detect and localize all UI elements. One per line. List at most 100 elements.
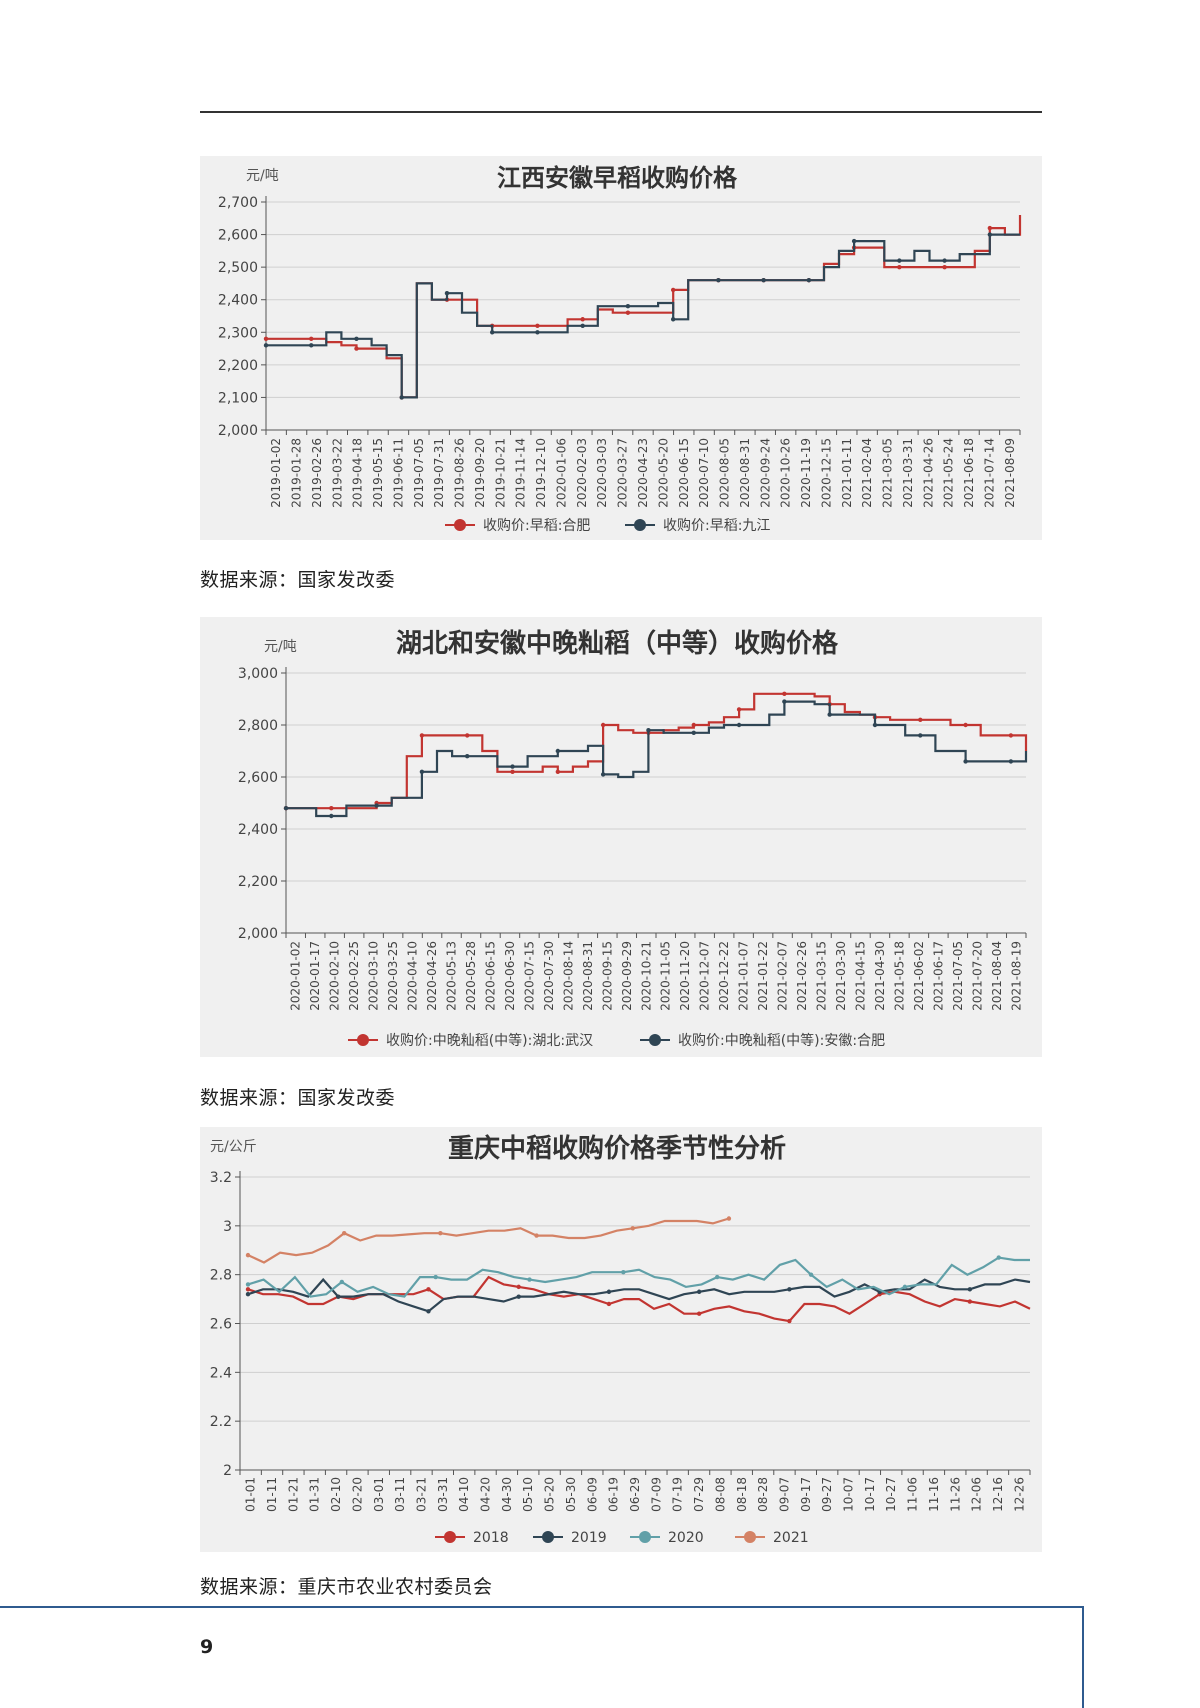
x-tick-label: 10-17 (863, 1477, 877, 1512)
header-rule (200, 111, 1042, 113)
data-point (872, 722, 878, 728)
data-point (782, 699, 787, 704)
y-tick-label: 2,800 (238, 718, 278, 734)
legend-label: 收购价:中晚籼稻(中等):湖北:武汉 (386, 1032, 593, 1049)
data-point (329, 813, 334, 819)
data-point (696, 1311, 702, 1316)
legend-marker (639, 1531, 651, 1543)
x-tick-label: 01-11 (265, 1477, 279, 1512)
legend-label: 2020 (668, 1530, 704, 1546)
data-point (535, 323, 540, 328)
x-tick-label: 2020-05-20 (656, 438, 670, 508)
legend-label: 2019 (571, 1530, 607, 1546)
data-point (283, 806, 289, 811)
x-tick-label: 2020-06-30 (503, 941, 517, 1011)
legend-marker (542, 1531, 554, 1543)
x-tick-label: 04-20 (479, 1477, 493, 1512)
data-point (761, 277, 766, 283)
data-point (630, 1226, 635, 1231)
x-tick-label: 2020-07-30 (542, 941, 556, 1011)
x-tick-label: 2020-09-15 (600, 941, 614, 1011)
y-tick-label: 2,400 (238, 822, 278, 838)
data-point (1008, 733, 1014, 738)
data-point (245, 1287, 251, 1292)
x-tick-label: 2021-08-09 (1003, 438, 1017, 508)
data-point (736, 722, 742, 728)
legend-label: 收购价:早稻:合肥 (483, 518, 590, 534)
x-tick-label: 2020-01-17 (308, 941, 322, 1011)
data-point (787, 1318, 792, 1324)
data-point (851, 238, 857, 244)
legend-label: 收购价:中晚籼稻(中等):安徽:合肥 (678, 1032, 885, 1049)
x-tick-label: 2021-08-04 (990, 941, 1004, 1011)
chart-svg: 重庆中稻收购价格季节性分析 元/公斤 2 2.2 2.4 2.6 2.8 3 3.2 01-01 0… (210, 1133, 1031, 1546)
x-tick-label: 03-21 (414, 1477, 428, 1512)
x-tick-label: 2021-03-15 (815, 941, 829, 1011)
x-tick-label: 2021-02-04 (860, 438, 874, 508)
y-tick-label: 3.2 (210, 1170, 232, 1186)
x-tick-label: 2020-06-15 (677, 438, 691, 508)
chart-jiangxi-anhui-early-rice: 江西安徽早稻收购价格 元/吨 2,000 2,100 2,200 2,300 2,400 2,… (200, 156, 1042, 540)
x-tick-label: 2020-11-05 (659, 941, 673, 1011)
x-tick-label: 2021-07-05 (951, 941, 965, 1011)
y-tick-label: 2.2 (210, 1414, 232, 1430)
y-tick-label: 2,700 (218, 195, 258, 211)
data-point (263, 336, 269, 341)
data-point (465, 754, 470, 759)
x-tick-label: 11-26 (948, 1477, 962, 1512)
data-point (806, 277, 812, 283)
legend-marker (744, 1531, 756, 1543)
data-point (527, 1277, 532, 1282)
x-tick-label: 2020-11-19 (799, 438, 813, 508)
x-tick-label: 04-30 (500, 1477, 514, 1512)
data-point (555, 748, 561, 754)
data-point (354, 346, 359, 351)
x-tick-label: 2019-01-02 (269, 438, 283, 508)
data-point (419, 733, 425, 738)
x-tick-label: 2021-05-24 (942, 438, 956, 508)
x-tick-label: 2019-07-05 (412, 438, 426, 508)
x-tick-label: 2020-03-27 (616, 438, 630, 508)
y-tick-label: 2,500 (218, 260, 258, 276)
y-tick-label: 2.8 (210, 1268, 232, 1284)
chart-title: 江西安徽早稻收购价格 (497, 164, 738, 192)
x-tick-label: 2020-04-10 (406, 941, 420, 1011)
x-tick-label: 2020-09-24 (758, 438, 772, 508)
data-point (600, 722, 606, 728)
data-point (426, 1287, 431, 1292)
x-tick-label: 2021-06-17 (931, 941, 945, 1011)
y-tick-label: 2.4 (210, 1365, 232, 1381)
y-axis-unit: 元/公斤 (210, 1139, 257, 1155)
x-tick-label: 2020-03-10 (367, 941, 381, 1011)
data-point (329, 806, 334, 811)
legend-marker (454, 519, 466, 531)
x-tick-label: 2019-05-15 (371, 438, 385, 508)
data-point (341, 1230, 347, 1236)
data-point (606, 1301, 612, 1307)
data-point (897, 258, 902, 263)
data-point (670, 287, 676, 293)
x-tick-label: 01-31 (308, 1477, 322, 1512)
x-tick-label: 11-06 (906, 1477, 920, 1512)
y-tick-label: 2,000 (218, 423, 258, 439)
data-point (580, 323, 585, 328)
x-tick-label: 2021-07-14 (982, 438, 996, 508)
x-tick-label: 2020-07-10 (697, 438, 711, 508)
x-tick-label: 2021-04-26 (921, 438, 935, 508)
data-point (918, 717, 923, 722)
series-line-2 (266, 233, 1020, 399)
data-point (987, 225, 993, 231)
x-tick-label: 2021-06-18 (962, 438, 976, 508)
x-tick-label: 2021-08-19 (1009, 941, 1023, 1011)
data-point (787, 1287, 792, 1292)
y-tick-label: 2,200 (218, 358, 258, 374)
data-point (691, 730, 696, 735)
x-tick-label: 2021-01-07 (737, 941, 751, 1011)
x-tick-label: 2021-04-30 (873, 941, 887, 1011)
x-tick-label: 08-18 (735, 1477, 749, 1512)
x-tick-label: 02-10 (329, 1477, 343, 1512)
data-point (535, 330, 540, 335)
x-tick-label: 2020-02-25 (347, 941, 361, 1011)
x-tick-label: 2021-06-02 (912, 941, 926, 1011)
x-tick-label: 2020-04-23 (636, 438, 650, 508)
